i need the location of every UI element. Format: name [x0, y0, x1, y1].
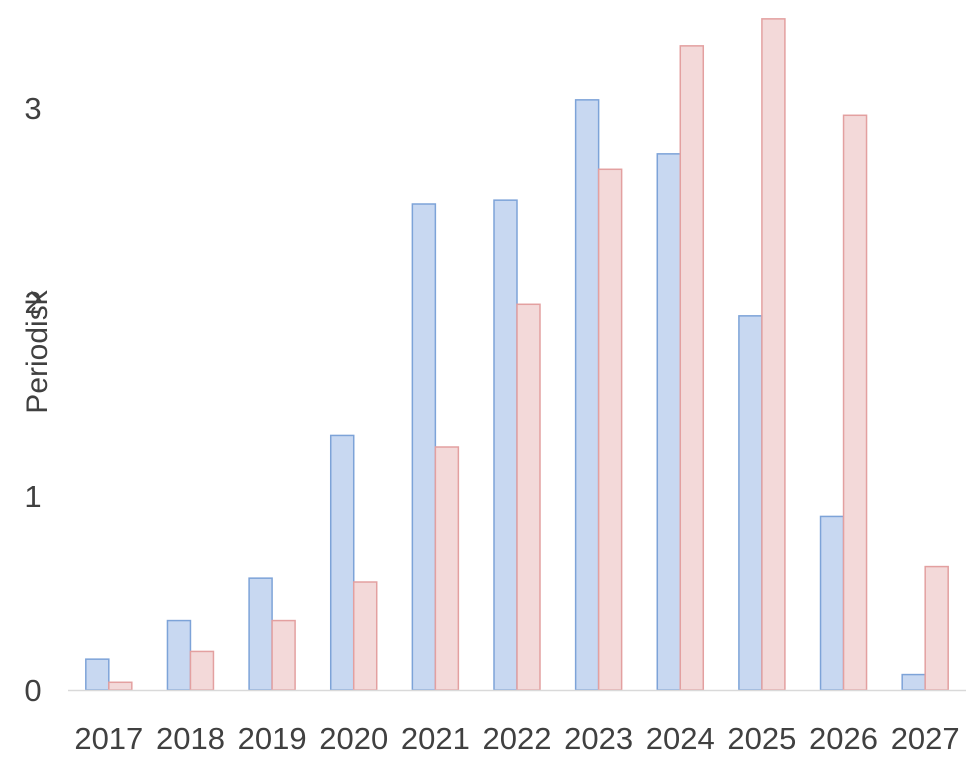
y-axis-label: Periodisk	[21, 289, 54, 413]
bar-series-2-2023	[597, 168, 623, 691]
bar-series-1-2023	[574, 99, 600, 691]
bar-series-2-2019	[271, 619, 296, 691]
bar-series-1-2017	[85, 658, 110, 691]
y-tick-label: 0	[24, 673, 41, 708]
x-tick-labels: 2017 2018 2019 2020 2021 2022 2023 2024 2025 2026…	[74, 721, 960, 756]
x-tick-label: 2023	[564, 721, 633, 753]
bars-group	[85, 18, 949, 691]
bar-series-1-2022	[493, 199, 518, 691]
x-tick-label: 2022	[483, 721, 552, 753]
y-tick-labels: 0 1 2 3	[24, 91, 41, 708]
bar-series-2-2026	[842, 114, 868, 691]
bar-series-1-2027	[901, 673, 926, 691]
bar-series-2-2027	[924, 565, 949, 691]
bar-series-2-2024	[679, 45, 705, 691]
bar-series-1-2025	[738, 315, 763, 691]
y-tick-label: 1	[24, 479, 41, 514]
x-tick-label: 2025	[727, 721, 796, 753]
bar-series-1-2020	[329, 434, 355, 691]
bar-series-2-2025	[761, 18, 786, 691]
bar-series-1-2026	[819, 515, 845, 691]
bar-series-1-2024	[656, 153, 682, 691]
x-tick-label: 2017	[74, 721, 143, 753]
x-tick-label: 2019	[238, 721, 307, 753]
bar-series-2-2018	[189, 650, 215, 691]
x-tick-label: 2024	[646, 721, 715, 753]
bar-series-2-2017	[108, 681, 133, 691]
x-tick-label: 2020	[319, 721, 388, 753]
bar-series-2-2021	[434, 446, 460, 691]
bar-series-2-2022	[516, 303, 541, 691]
y-tick-label: 3	[24, 91, 41, 126]
y-tick-label: 2	[24, 285, 41, 320]
x-tick-label: 2021	[401, 721, 470, 753]
x-tick-label: 2026	[809, 721, 878, 753]
bar-series-1-2019	[248, 577, 273, 691]
x-tick-label: 2027	[891, 721, 960, 753]
x-tick-label: 2018	[156, 721, 225, 753]
bar-series-1-2021	[411, 203, 437, 691]
bar-series-1-2018	[166, 619, 192, 691]
bar-series-2-2020	[352, 581, 378, 691]
